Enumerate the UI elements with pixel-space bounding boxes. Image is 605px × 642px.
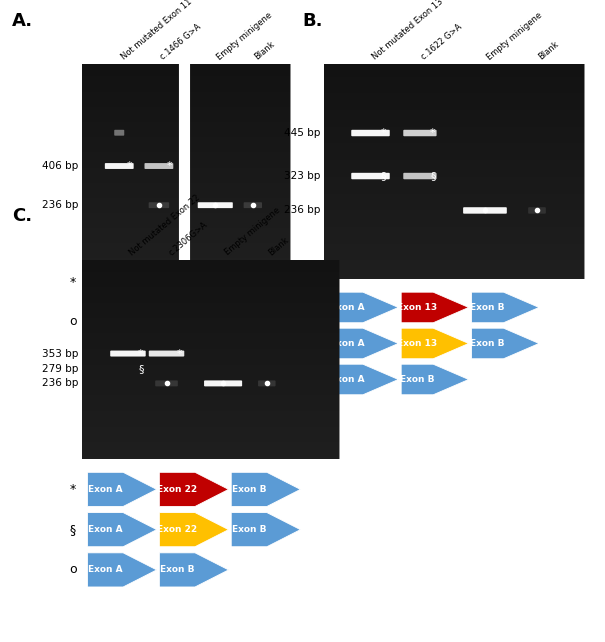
Text: Exon 11: Exon 11 (134, 278, 174, 287)
Text: c.1622 G>A: c.1622 G>A (420, 22, 464, 62)
Polygon shape (231, 512, 301, 547)
Polygon shape (146, 307, 205, 336)
Polygon shape (88, 512, 157, 547)
Polygon shape (159, 512, 229, 547)
FancyBboxPatch shape (258, 381, 275, 386)
Polygon shape (85, 268, 144, 297)
FancyBboxPatch shape (204, 381, 242, 386)
Text: 353 bp: 353 bp (42, 349, 79, 358)
FancyBboxPatch shape (110, 351, 146, 356)
Text: Exon A: Exon A (330, 339, 364, 348)
Polygon shape (331, 328, 398, 359)
Polygon shape (85, 307, 144, 336)
Polygon shape (208, 268, 266, 297)
Text: *: * (127, 161, 132, 171)
Text: *: * (70, 276, 76, 289)
Text: Not mutated Exon 22: Not mutated Exon 22 (128, 193, 202, 257)
Text: §: § (70, 523, 76, 536)
Polygon shape (331, 292, 398, 323)
Text: o: o (69, 315, 77, 328)
FancyBboxPatch shape (155, 381, 178, 386)
Text: c.1466 G>A: c.1466 G>A (159, 22, 203, 62)
Text: Exon B: Exon B (137, 317, 172, 326)
Text: Exon A: Exon A (76, 278, 110, 287)
Text: 445 bp: 445 bp (284, 128, 321, 138)
Text: B.: B. (302, 12, 323, 30)
Polygon shape (88, 553, 157, 587)
Text: Empty minigene: Empty minigene (485, 10, 544, 62)
Text: Exon 13: Exon 13 (397, 339, 437, 348)
FancyBboxPatch shape (352, 173, 390, 179)
Text: *: * (430, 128, 436, 138)
Text: *: * (312, 301, 318, 314)
FancyBboxPatch shape (528, 207, 546, 214)
FancyBboxPatch shape (145, 163, 173, 169)
Polygon shape (401, 328, 469, 359)
Text: Not mutated Exon 13: Not mutated Exon 13 (370, 0, 445, 62)
Polygon shape (471, 328, 539, 359)
Text: Not mutated Exon 11: Not mutated Exon 11 (119, 0, 194, 62)
Text: c.2306G>A: c.2306G>A (166, 220, 209, 257)
Text: C.: C. (12, 207, 32, 225)
FancyBboxPatch shape (114, 130, 124, 135)
Text: Exon 22: Exon 22 (157, 525, 197, 534)
Text: Blank: Blank (267, 236, 290, 257)
Polygon shape (88, 473, 157, 507)
Text: 236 bp: 236 bp (42, 200, 79, 210)
Text: *: * (381, 128, 387, 138)
FancyBboxPatch shape (463, 207, 507, 214)
FancyBboxPatch shape (404, 173, 437, 179)
Text: Exon A: Exon A (76, 317, 110, 326)
FancyBboxPatch shape (149, 202, 169, 208)
Polygon shape (401, 292, 469, 323)
Text: §: § (312, 337, 318, 350)
Text: Blank: Blank (253, 40, 276, 62)
Text: Exon 22: Exon 22 (157, 485, 197, 494)
Text: Exon B: Exon B (232, 485, 266, 494)
Text: Empty minigene: Empty minigene (215, 10, 274, 62)
Text: Exon A: Exon A (330, 303, 364, 312)
Text: 406 bp: 406 bp (42, 161, 79, 171)
Text: §: § (381, 171, 386, 181)
FancyBboxPatch shape (404, 130, 437, 136)
Text: Exon B: Exon B (400, 375, 434, 384)
Text: Exon B: Exon B (470, 303, 505, 312)
FancyBboxPatch shape (149, 351, 185, 356)
Text: *: * (166, 161, 172, 171)
Text: Exon A: Exon A (88, 485, 123, 494)
Text: 236 bp: 236 bp (42, 378, 79, 388)
Text: Exon B: Exon B (160, 566, 194, 575)
Polygon shape (159, 473, 229, 507)
FancyBboxPatch shape (244, 202, 262, 208)
Text: o: o (312, 373, 319, 386)
FancyBboxPatch shape (352, 130, 390, 136)
Polygon shape (146, 268, 205, 297)
Text: Exon B: Exon B (198, 278, 233, 287)
Text: *: * (138, 349, 143, 358)
FancyBboxPatch shape (198, 202, 233, 208)
Text: *: * (70, 483, 76, 496)
Text: Exon B: Exon B (232, 525, 266, 534)
Text: o: o (69, 564, 77, 577)
Polygon shape (331, 364, 398, 395)
Text: Exon 13: Exon 13 (397, 303, 437, 312)
Text: Exon A: Exon A (88, 525, 123, 534)
Text: *: * (177, 349, 182, 358)
Polygon shape (159, 553, 229, 587)
Polygon shape (401, 364, 469, 395)
Text: Exon A: Exon A (330, 375, 364, 384)
Text: §: § (430, 171, 436, 181)
Polygon shape (471, 292, 539, 323)
Text: §: § (138, 365, 143, 374)
Text: 323 bp: 323 bp (284, 171, 321, 181)
Text: Blank: Blank (537, 40, 561, 62)
Text: Exon B: Exon B (470, 339, 505, 348)
FancyBboxPatch shape (105, 163, 134, 169)
Text: Exon A: Exon A (88, 566, 123, 575)
Text: Empty minigene: Empty minigene (223, 206, 282, 257)
Text: 279 bp: 279 bp (42, 365, 79, 374)
Polygon shape (231, 473, 301, 507)
Text: 236 bp: 236 bp (284, 205, 321, 216)
Text: A.: A. (12, 12, 33, 30)
